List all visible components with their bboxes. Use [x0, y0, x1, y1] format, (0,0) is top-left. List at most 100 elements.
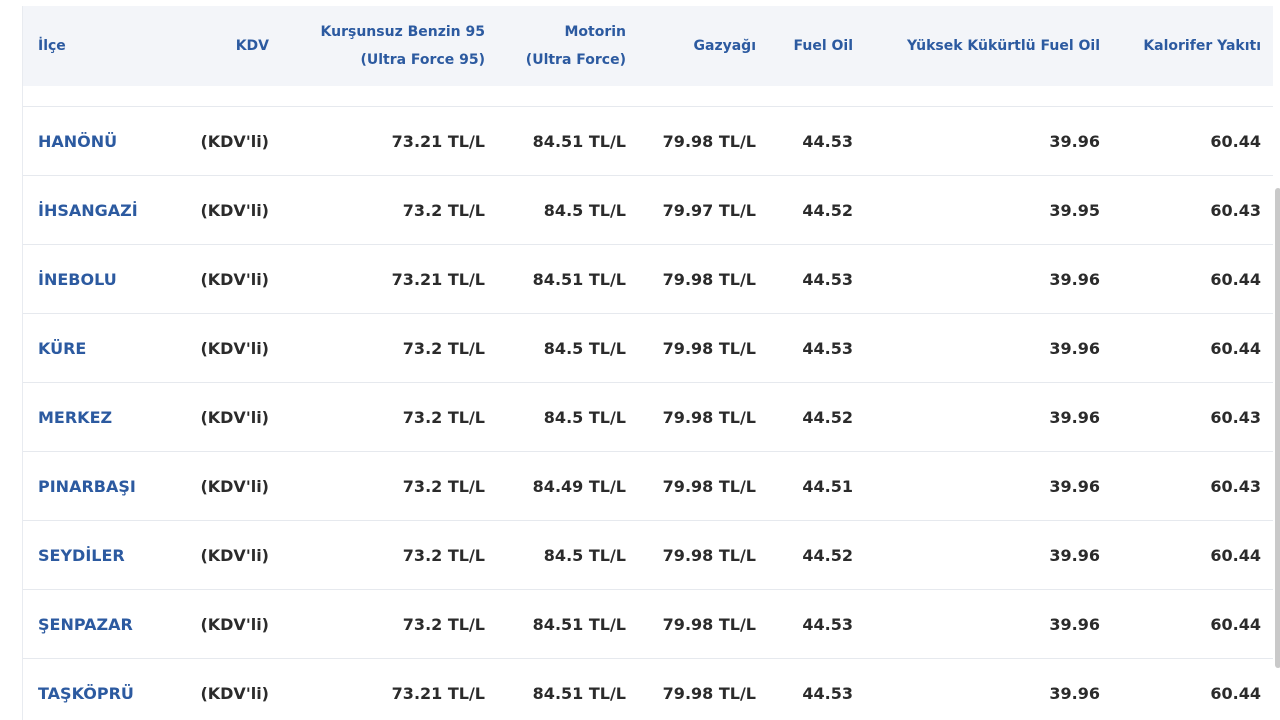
cell-kalorifer-yakiti: 60.44	[1112, 658, 1273, 720]
cell-motorin: 84.51 TL/L	[497, 658, 638, 720]
ilce-link[interactable]: SEYDİLER	[38, 545, 125, 565]
cell-kdv: (KDV'li)	[173, 313, 283, 383]
cell-kalorifer-yakiti: 60.43	[1112, 175, 1273, 245]
cell-kalorifer-yakiti: 60.44	[1112, 520, 1273, 590]
cell-ilce: SEYDİLER	[23, 520, 173, 590]
table-row: İNEBOLU (KDV'li) 73.21 TL/L 84.51 TL/L 79.98…	[23, 244, 1273, 314]
cell-motorin: 84.5 TL/L	[497, 382, 638, 452]
cell-fuel-oil: 44.53	[768, 589, 865, 659]
cell-ilce: İHSANGAZİ	[23, 175, 173, 245]
cell-motorin: 84.5 TL/L	[497, 313, 638, 383]
header-motorin-line1: Motorin	[564, 24, 626, 40]
cell-motorin: 84.5 TL/L	[497, 520, 638, 590]
cell-gazyagi: 79.98 TL/L	[638, 313, 768, 383]
header-benzin-line1: Kurşunsuz Benzin 95	[320, 24, 485, 40]
fuel-price-table-panel: İlçe KDV Kurşunsuz Benzin 95 (Ultra Forc…	[22, 6, 1280, 720]
table-spacer-row	[23, 86, 1273, 107]
ilce-link[interactable]: ŞENPAZAR	[38, 614, 133, 634]
cell-benzin: 73.2 TL/L	[283, 313, 497, 383]
cell-yuksek-kukurtlu-fuel-oil: 39.96	[865, 244, 1112, 314]
cell-gazyagi: 79.98 TL/L	[638, 382, 768, 452]
header-ilce: İlçe	[38, 38, 66, 54]
cell-kalorifer-yakiti: 60.43	[1112, 451, 1273, 521]
cell-motorin: 84.5 TL/L	[497, 175, 638, 245]
cell-ilce: İNEBOLU	[23, 244, 173, 314]
table-row: İHSANGAZİ (KDV'li) 73.2 TL/L 84.5 TL/L 79.97…	[23, 175, 1273, 245]
ilce-link[interactable]: KÜRE	[38, 338, 87, 358]
cell-gazyagi: 79.98 TL/L	[638, 520, 768, 590]
table-body: HANÖNÜ (KDV'li) 73.21 TL/L 84.51 TL/L 79.98 …	[23, 86, 1273, 720]
cell-motorin: 84.51 TL/L	[497, 244, 638, 314]
cell-kdv: (KDV'li)	[173, 175, 283, 245]
header-yuksek-kukurtlu-fuel-oil: Yüksek Kükürtlü Fuel Oil	[907, 38, 1100, 54]
cell-kdv: (KDV'li)	[173, 106, 283, 176]
cell-benzin: 73.21 TL/L	[283, 106, 497, 176]
table-header: İlçe KDV Kurşunsuz Benzin 95 (Ultra Forc…	[23, 6, 1273, 86]
cell-yuksek-kukurtlu-fuel-oil: 39.96	[865, 313, 1112, 383]
cell-ilce: MERKEZ	[23, 382, 173, 452]
cell-kdv: (KDV'li)	[173, 520, 283, 590]
cell-kalorifer-yakiti: 60.44	[1112, 106, 1273, 176]
cell-kdv: (KDV'li)	[173, 244, 283, 314]
cell-fuel-oil: 44.52	[768, 175, 865, 245]
ilce-link[interactable]: İHSANGAZİ	[38, 200, 138, 220]
cell-benzin: 73.2 TL/L	[283, 382, 497, 452]
header-motorin-line2: (Ultra Force)	[525, 52, 626, 68]
table-row: SEYDİLER (KDV'li) 73.2 TL/L 84.5 TL/L 79.98 …	[23, 520, 1273, 590]
cell-benzin: 73.21 TL/L	[283, 244, 497, 314]
cell-yuksek-kukurtlu-fuel-oil: 39.95	[865, 175, 1112, 245]
cell-ilce: KÜRE	[23, 313, 173, 383]
cell-gazyagi: 79.98 TL/L	[638, 658, 768, 720]
cell-fuel-oil: 44.51	[768, 451, 865, 521]
cell-gazyagi: 79.98 TL/L	[638, 106, 768, 176]
ilce-link[interactable]: PINARBAŞI	[38, 476, 136, 496]
cell-gazyagi: 79.98 TL/L	[638, 244, 768, 314]
cell-benzin: 73.2 TL/L	[283, 451, 497, 521]
cell-ilce: TAŞKÖPRÜ	[23, 658, 173, 720]
table-spacer-cell	[23, 86, 1273, 107]
ilce-link[interactable]: İNEBOLU	[38, 269, 117, 289]
cell-yuksek-kukurtlu-fuel-oil: 39.96	[865, 382, 1112, 452]
cell-fuel-oil: 44.53	[768, 658, 865, 720]
cell-kdv: (KDV'li)	[173, 451, 283, 521]
header-motorin: Motorin (Ultra Force)	[497, 6, 638, 86]
ilce-link[interactable]: TAŞKÖPRÜ	[38, 683, 134, 703]
cell-yuksek-kukurtlu-fuel-oil: 39.96	[865, 658, 1112, 720]
table-row: HANÖNÜ (KDV'li) 73.21 TL/L 84.51 TL/L 79.98 …	[23, 106, 1273, 176]
cell-fuel-oil: 44.53	[768, 313, 865, 383]
header-kdv: KDV	[235, 38, 269, 54]
table-row: TAŞKÖPRÜ (KDV'li) 73.21 TL/L 84.51 TL/L 79.9…	[23, 658, 1273, 720]
cell-kdv: (KDV'li)	[173, 658, 283, 720]
header-benzin: Kurşunsuz Benzin 95 (Ultra Force 95)	[283, 6, 497, 86]
cell-benzin: 73.2 TL/L	[283, 589, 497, 659]
cell-motorin: 84.51 TL/L	[497, 106, 638, 176]
cell-fuel-oil: 44.52	[768, 382, 865, 452]
cell-gazyagi: 79.98 TL/L	[638, 589, 768, 659]
cell-ilce: HANÖNÜ	[23, 106, 173, 176]
cell-fuel-oil: 44.53	[768, 106, 865, 176]
cell-fuel-oil: 44.53	[768, 244, 865, 314]
cell-fuel-oil: 44.52	[768, 520, 865, 590]
cell-gazyagi: 79.97 TL/L	[638, 175, 768, 245]
cell-motorin: 84.49 TL/L	[497, 451, 638, 521]
table-row: MERKEZ (KDV'li) 73.2 TL/L 84.5 TL/L 79.98 TL…	[23, 382, 1273, 452]
cell-ilce: ŞENPAZAR	[23, 589, 173, 659]
ilce-link[interactable]: HANÖNÜ	[38, 131, 118, 151]
cell-benzin: 73.2 TL/L	[283, 175, 497, 245]
fuel-price-table: İlçe KDV Kurşunsuz Benzin 95 (Ultra Forc…	[23, 6, 1273, 720]
cell-kdv: (KDV'li)	[173, 382, 283, 452]
header-benzin-line2: (Ultra Force 95)	[360, 52, 485, 68]
header-fuel-oil: Fuel Oil	[793, 38, 854, 54]
cell-kalorifer-yakiti: 60.44	[1112, 313, 1273, 383]
cell-kalorifer-yakiti: 60.43	[1112, 382, 1273, 452]
vertical-scrollbar[interactable]	[1275, 188, 1280, 668]
table-row: PINARBAŞI (KDV'li) 73.2 TL/L 84.49 TL/L 79.9…	[23, 451, 1273, 521]
table-row: KÜRE (KDV'li) 73.2 TL/L 84.5 TL/L 79.98 TL/L…	[23, 313, 1273, 383]
cell-kdv: (KDV'li)	[173, 589, 283, 659]
ilce-link[interactable]: MERKEZ	[38, 407, 113, 427]
cell-benzin: 73.2 TL/L	[283, 520, 497, 590]
header-kalorifer-yakiti: Kalorifer Yakıtı	[1143, 38, 1261, 54]
header-gazyagi: Gazyağı	[693, 38, 756, 54]
cell-kalorifer-yakiti: 60.44	[1112, 244, 1273, 314]
cell-benzin: 73.21 TL/L	[283, 658, 497, 720]
